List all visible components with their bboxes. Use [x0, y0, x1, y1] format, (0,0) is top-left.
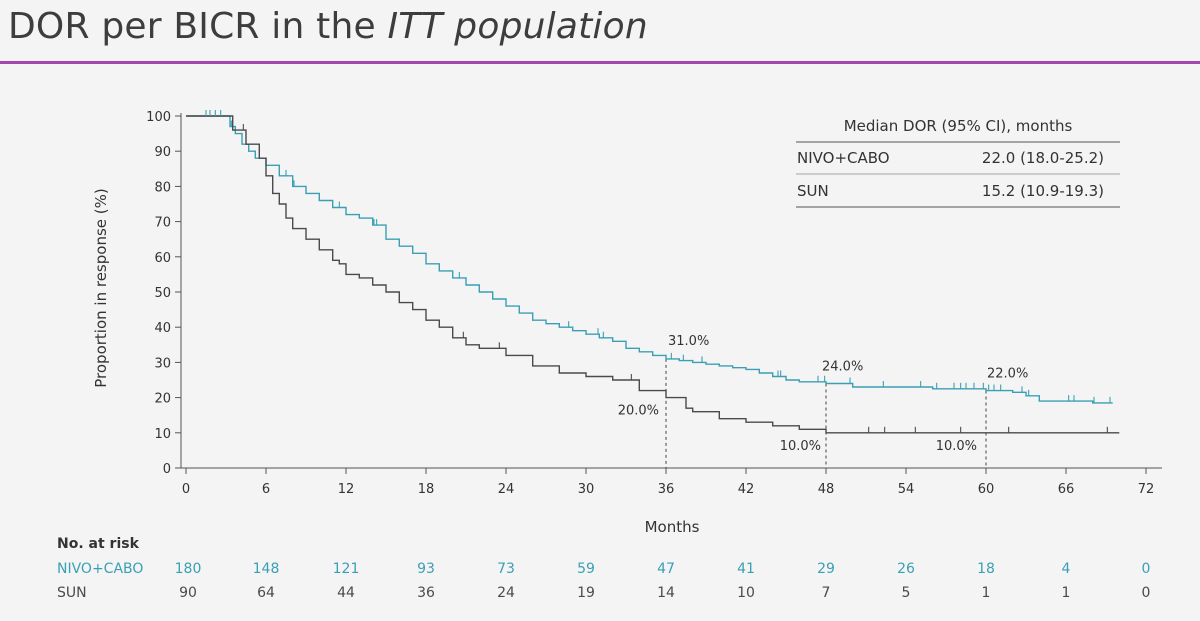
- median-table-value-nivo-cabo: 22.0 (18.0-25.2): [982, 149, 1104, 167]
- at-risk-count-sun: 1: [982, 585, 991, 601]
- y-tick-label: 10: [154, 427, 171, 442]
- at-risk-count-sun: 7: [822, 585, 831, 601]
- x-tick-label: 24: [498, 482, 515, 497]
- x-tick-label: 60: [978, 482, 995, 497]
- x-tick-label: 54: [898, 482, 915, 497]
- x-axis-label: Months: [645, 518, 700, 536]
- x-tick-label: 0: [182, 482, 190, 497]
- y-tick-label: 70: [154, 216, 171, 231]
- y-tick-label: 30: [154, 356, 171, 371]
- at-risk-count-sun: 5: [902, 585, 911, 601]
- at-risk-count-nivo-cabo: 18: [977, 561, 995, 577]
- at-risk-count-nivo-cabo: 93: [417, 561, 435, 577]
- median-table-arm-nivo-cabo: NIVO+CABO: [797, 149, 890, 167]
- y-tick-label: 0: [163, 462, 171, 477]
- y-tick-label: 60: [154, 251, 171, 266]
- x-tick-label: 12: [338, 482, 355, 497]
- x-tick-label: 48: [818, 482, 835, 497]
- slide-title-emphasis: ITT population: [387, 6, 648, 47]
- at-risk-count-nivo-cabo: 29: [817, 561, 835, 577]
- at-risk-label: No. at risk: [57, 536, 140, 552]
- curve-nivo-cabo: [186, 115, 1113, 404]
- at-risk-count-sun: 14: [657, 585, 675, 601]
- at-risk-count-sun: 10: [737, 585, 755, 601]
- at-risk-count-nivo-cabo: 47: [657, 561, 675, 577]
- slide-title-text: DOR per BICR in the: [8, 6, 388, 47]
- at-risk-count-nivo-cabo: 26: [897, 561, 915, 577]
- ticks: 0 6 12 18 24 30 36 42 48 54 60 66 72 0 10 20 30 40 50 60 70 8…: [146, 110, 1154, 497]
- reference-guides: [665, 358, 987, 468]
- at-risk-count-sun: 24: [497, 585, 515, 601]
- at-risk-count-sun: 44: [337, 585, 355, 601]
- at-risk-count-sun: 64: [257, 585, 275, 601]
- at-risk-count-nivo-cabo: 59: [577, 561, 595, 577]
- at-risk-count-sun: 36: [417, 585, 435, 601]
- median-table-value-sun: 15.2 (10.9-19.3): [982, 182, 1104, 200]
- at-risk-arm-nivo-cabo: NIVO+CABO: [57, 561, 143, 577]
- y-tick-label: 90: [154, 145, 171, 160]
- at-risk-count-sun: 1: [1062, 585, 1071, 601]
- y-tick-label: 50: [154, 286, 171, 301]
- at-risk-arm-sun: SUN: [57, 585, 87, 601]
- annotation-nivo-cabo: 22.0%: [987, 367, 1028, 382]
- at-risk-count-sun: 0: [1142, 585, 1151, 601]
- at-risk-table: No. at risk NIVO+CABO SUN 180 148 121 93 73 5…: [57, 536, 1150, 601]
- y-tick-label: 20: [154, 392, 171, 407]
- censor-marks: [205, 110, 1111, 433]
- title-divider: [0, 61, 1200, 64]
- at-risk-count-sun: 19: [577, 585, 595, 601]
- y-axis-label: Proportion in response (%): [92, 188, 110, 387]
- x-tick-label: 66: [1058, 482, 1075, 497]
- at-risk-count-nivo-cabo: 121: [333, 561, 360, 577]
- x-tick-label: 36: [658, 482, 675, 497]
- annotation-sun: 10.0%: [780, 439, 821, 454]
- x-tick-label: 72: [1138, 482, 1155, 497]
- at-risk-count-nivo-cabo: 148: [253, 561, 280, 577]
- at-risk-count-nivo-cabo: 73: [497, 561, 515, 577]
- median-table: Median DOR (95% CI), months NIVO+CABO 22…: [796, 117, 1120, 208]
- annotation-nivo-cabo: 31.0%: [668, 334, 709, 349]
- at-risk-count-nivo-cabo: 41: [737, 561, 755, 577]
- annotation-nivo-cabo: 24.0%: [822, 360, 863, 375]
- median-table-arm-sun: SUN: [797, 182, 829, 200]
- at-risk-count-nivo-cabo: 180: [175, 561, 202, 577]
- axes: Proportion in response (%) Months: [92, 113, 1162, 536]
- median-table-header: Median DOR (95% CI), months: [844, 117, 1073, 135]
- annotation-sun: 20.0%: [618, 404, 659, 419]
- slide-title: DOR per BICR in the ITT population: [8, 6, 648, 47]
- y-tick-label: 100: [146, 110, 171, 125]
- x-tick-label: 18: [418, 482, 435, 497]
- x-tick-label: 6: [262, 482, 270, 497]
- at-risk-count-nivo-cabo: 4: [1062, 561, 1071, 577]
- at-risk-count-sun: 90: [179, 585, 197, 601]
- curve-sun: [186, 115, 1120, 434]
- y-tick-label: 40: [154, 321, 171, 336]
- curves: [186, 115, 1120, 434]
- annotation-sun: 10.0%: [936, 439, 977, 454]
- y-tick-label: 80: [154, 180, 171, 195]
- at-risk-count-nivo-cabo: 0: [1142, 561, 1151, 577]
- x-tick-label: 30: [578, 482, 595, 497]
- x-tick-label: 42: [738, 482, 755, 497]
- annotations: 31.0% 24.0% 22.0% 20.0% 10.0% 10.0%: [618, 334, 1029, 454]
